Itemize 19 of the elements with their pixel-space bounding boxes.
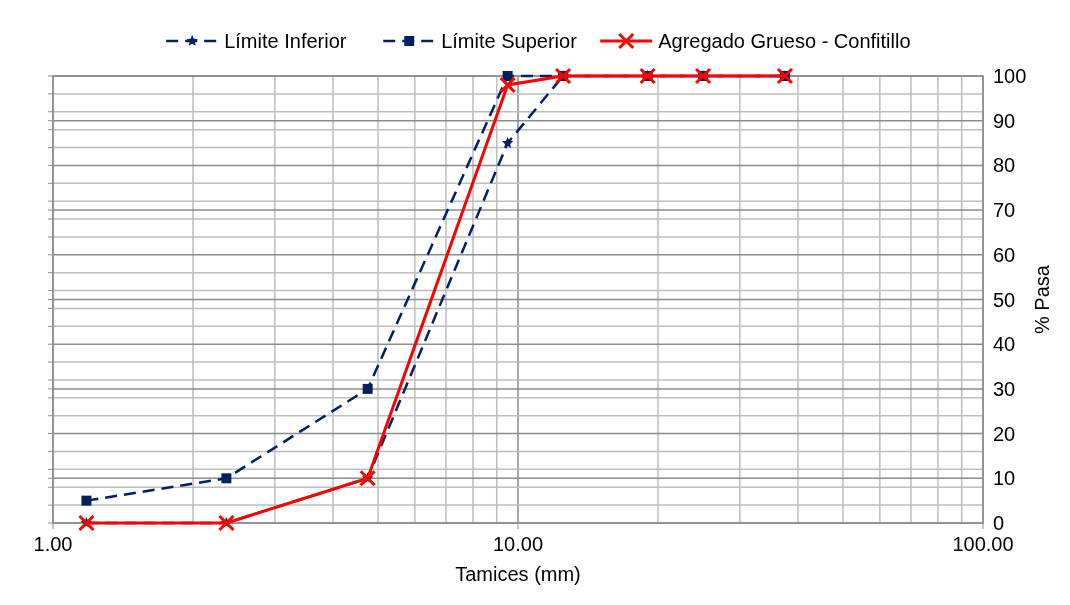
x-tick-label: 100.00 bbox=[952, 533, 1014, 555]
x-tick-label: 1.00 bbox=[33, 533, 73, 555]
legend-label: Agregado Grueso - Confitillo bbox=[658, 30, 911, 52]
y-axis-title: % Pasa bbox=[1031, 264, 1053, 334]
y-tick-label: 100 bbox=[993, 65, 1027, 87]
y-tick-label: 60 bbox=[993, 243, 1016, 266]
y-tick-label: 20 bbox=[993, 422, 1016, 445]
x-tick-label: 10.00 bbox=[492, 533, 544, 555]
legend-label: Límite Superior bbox=[441, 30, 578, 52]
y-tick-label: 90 bbox=[993, 109, 1016, 132]
legend-label: Límite Inferior bbox=[224, 30, 347, 52]
y-tick-label: 10 bbox=[993, 467, 1016, 490]
y-tick-label: 40 bbox=[993, 333, 1016, 356]
x-axis-title: Tamices (mm) bbox=[455, 563, 581, 585]
y-tick-label: 0 bbox=[993, 512, 1005, 534]
y-tick-label: 70 bbox=[993, 199, 1016, 222]
y-tick-label: 80 bbox=[993, 154, 1016, 177]
y-tick-label: 30 bbox=[993, 377, 1016, 400]
y-tick-label: 50 bbox=[993, 288, 1016, 311]
